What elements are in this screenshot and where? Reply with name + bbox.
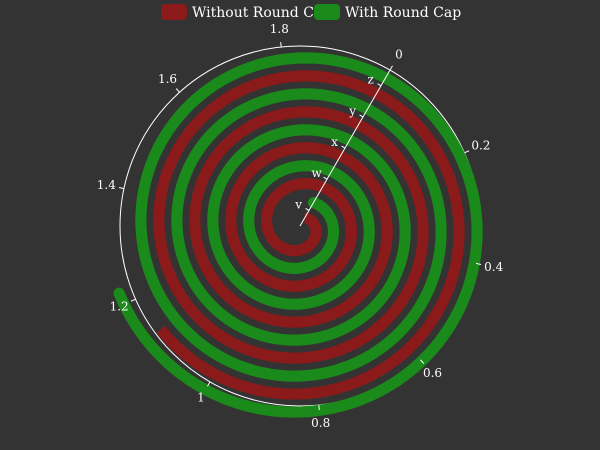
angle-tick-1 [464, 150, 470, 154]
angle-tick-6 [130, 298, 136, 302]
bar-without-round-cap-v[interactable] [260, 178, 327, 257]
bar-with-round-cap-x[interactable] [171, 88, 411, 346]
angle-tick-label-0: 0 [395, 48, 403, 62]
angle-tick-label-1: 0.2 [471, 138, 490, 152]
legend: Without Round Cap With Round Cap [161, 4, 461, 21]
bar-with-round-cap-v[interactable] [243, 160, 340, 274]
bar-with-round-cap-y[interactable] [135, 52, 447, 382]
bar-with-round-cap-z[interactable] [113, 72, 483, 418]
bar-without-round-cap-z[interactable] [156, 88, 465, 400]
angle-tick-2 [475, 262, 482, 265]
radius-tick-label-v: v [294, 197, 302, 211]
angle-tick-label-4: 0.8 [311, 416, 330, 430]
legend-swatch-without-round-cap[interactable] [161, 4, 187, 20]
radius-tick-label-z: z [367, 73, 373, 87]
angle-tick-label-7: 1.4 [97, 178, 116, 192]
radius-tick-label-w: w [311, 166, 322, 180]
bar-with-round-cap-w[interactable] [207, 124, 375, 310]
legend-swatch-with-round-cap[interactable] [314, 4, 340, 20]
bar-without-round-cap-y[interactable] [153, 70, 429, 364]
angle-tick-8 [175, 88, 180, 93]
angle-tick-4 [318, 404, 320, 411]
radius-tick-label-y: y [348, 104, 356, 118]
angle-tick-9 [280, 41, 282, 48]
angle-tick-label-6: 1.2 [110, 300, 129, 314]
radius-tick-y [359, 114, 364, 118]
angle-tick-label-5: 1 [197, 390, 205, 404]
angle-tick-label-3: 0.6 [423, 366, 442, 380]
angle-tick-label-9: 1.8 [270, 22, 289, 36]
radius-tick-v [305, 207, 310, 211]
angle-tick-label-2: 0.4 [484, 260, 503, 274]
angle-tick-5 [207, 381, 211, 387]
legend-label-with-round-cap[interactable]: With Round Cap [345, 5, 461, 21]
angle-tick-7 [118, 187, 125, 190]
angle-tick-3 [420, 359, 425, 364]
legend-label-without-round-cap[interactable]: Without Round Cap [192, 5, 331, 21]
bar-without-round-cap-w[interactable] [225, 142, 357, 292]
radius-tick-label-x: x [331, 135, 338, 149]
bars [113, 52, 483, 418]
bar-without-round-cap-x[interactable] [189, 106, 393, 328]
radius-tick-w [323, 176, 328, 180]
angle-tick-0 [389, 65, 393, 71]
radius-tick-x [341, 145, 346, 149]
radius-axis: v w x y z [294, 69, 391, 227]
angle-axis-ticks: 0 0.2 0.4 0.6 0.8 1 1.2 1.4 1.6 1.8 [97, 22, 504, 430]
radius-tick-z [377, 83, 382, 87]
angle-tick-label-8: 1.6 [158, 72, 177, 86]
